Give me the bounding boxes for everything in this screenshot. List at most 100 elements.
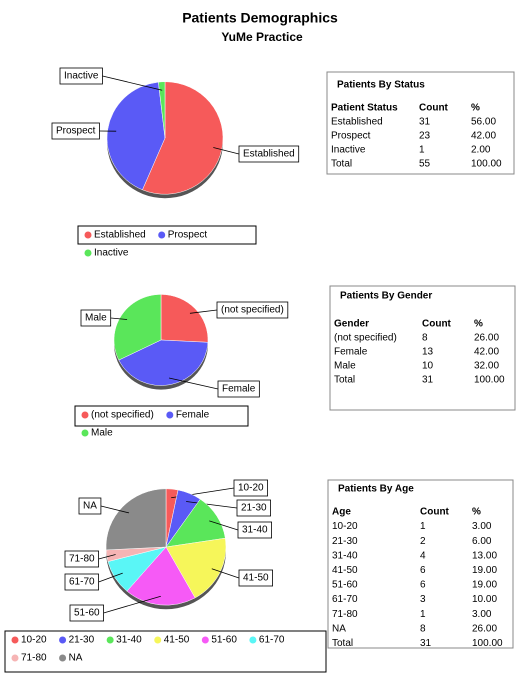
table-cell: 42.00 xyxy=(471,131,496,142)
legend-label: NA xyxy=(69,653,83,664)
legend-swatch xyxy=(201,636,209,644)
slice-label: 21-30 xyxy=(241,503,267,514)
table-header: % xyxy=(474,319,483,330)
table-cell: Established xyxy=(331,117,383,128)
pie-slice xyxy=(106,81,166,191)
table-cell: 10-20 xyxy=(332,521,358,532)
legend-label: 21-30 xyxy=(69,635,95,646)
table-title: Patients By Gender xyxy=(340,291,432,302)
leader-line xyxy=(213,147,240,155)
table-cell: 6.00 xyxy=(472,536,492,547)
table-box xyxy=(327,479,514,649)
pie-slice xyxy=(158,81,166,139)
table-cell: 13 xyxy=(422,347,434,358)
slice-label-box xyxy=(237,521,272,539)
slice-label: 10-20 xyxy=(238,483,264,494)
table-cell: 2 xyxy=(420,536,426,547)
table-cell: 6 xyxy=(420,580,426,591)
table-cell: 61-70 xyxy=(332,594,358,605)
table-cell: 23 xyxy=(419,131,431,142)
table-cell: 4 xyxy=(420,550,426,561)
legend-box xyxy=(74,405,249,427)
legend-swatch xyxy=(106,636,114,644)
slice-label: 51-60 xyxy=(74,608,100,619)
slice-label-box xyxy=(238,145,300,163)
table-cell: 1 xyxy=(419,145,425,156)
legend-box xyxy=(77,225,257,245)
legend-label: 71-80 xyxy=(21,653,47,664)
legend-swatch xyxy=(166,411,174,419)
table-cell: 26.00 xyxy=(474,333,499,344)
table-cell: 71-80 xyxy=(332,609,358,620)
slice-label: 41-50 xyxy=(243,573,269,584)
table-cell: 19.00 xyxy=(472,565,497,576)
legend-label: 31-40 xyxy=(116,635,142,646)
legend-box xyxy=(4,630,327,673)
legend-swatch xyxy=(11,654,19,662)
leader-line xyxy=(98,572,123,583)
table-cell: 3 xyxy=(420,594,426,605)
table-cell: (not specified) xyxy=(334,333,397,344)
table-cell: 51-60 xyxy=(332,580,358,591)
slice-label: Female xyxy=(222,384,256,395)
slice-label-box xyxy=(51,122,100,140)
table-cell: 13.00 xyxy=(472,550,497,561)
table-cell: 3.00 xyxy=(472,521,492,532)
slice-label-box xyxy=(217,380,260,398)
table-cell: 10.00 xyxy=(472,594,497,605)
table-cell: 8 xyxy=(420,623,426,634)
slice-label: Inactive xyxy=(64,71,99,82)
slice-label-box xyxy=(238,569,273,587)
table-header: Gender xyxy=(334,319,369,330)
pie-slice xyxy=(126,546,196,606)
table-cell: 100.00 xyxy=(472,638,503,649)
table-cell: Total xyxy=(331,159,352,170)
leader-line xyxy=(100,505,130,514)
table-header: Count xyxy=(420,507,450,518)
legend-label: Prospect xyxy=(168,230,208,241)
legend-label: 61-70 xyxy=(259,635,285,646)
leader-line xyxy=(110,317,128,320)
legend-label: 51-60 xyxy=(211,635,237,646)
table-cell: 31-40 xyxy=(332,550,358,561)
slice-label: Prospect xyxy=(56,126,96,137)
legend-swatch xyxy=(249,636,257,644)
table-box xyxy=(326,71,515,175)
table-cell: 32.00 xyxy=(474,361,499,372)
legend-label: Female xyxy=(176,410,210,421)
table-cell: Female xyxy=(334,347,368,358)
report-subtitle: YuMe Practice xyxy=(221,30,303,44)
table-box xyxy=(329,285,516,411)
leader-line xyxy=(189,309,218,314)
table-header: % xyxy=(471,103,480,114)
table-cell: 100.00 xyxy=(471,159,502,170)
slice-label-box xyxy=(64,573,99,591)
table-cell: Total xyxy=(332,638,353,649)
leader-line xyxy=(209,520,239,531)
leader-line xyxy=(103,595,161,614)
leader-line xyxy=(98,554,116,560)
table-cell: 10 xyxy=(422,361,434,372)
leader-line xyxy=(211,568,240,579)
legend-swatch xyxy=(59,636,67,644)
slice-label-box xyxy=(80,309,112,327)
slice-label: Established xyxy=(243,149,295,160)
table-cell: 26.00 xyxy=(472,623,497,634)
slice-label-box xyxy=(216,301,289,319)
leader-line xyxy=(168,377,219,390)
slice-label-box xyxy=(78,497,102,515)
slice-label: 61-70 xyxy=(69,577,95,588)
slice-label-box xyxy=(69,604,104,622)
table-cell: 31 xyxy=(420,638,432,649)
table-cell: 41-50 xyxy=(332,565,358,576)
table-header: Age xyxy=(332,507,351,518)
table-cell: 100.00 xyxy=(474,375,505,386)
legend-swatch xyxy=(84,231,92,239)
legend-label: 10-20 xyxy=(21,635,47,646)
legend-swatch xyxy=(11,636,19,644)
table-cell: 8 xyxy=(422,333,428,344)
legend-label: Established xyxy=(94,230,146,241)
pie-slice xyxy=(160,294,209,343)
slice-label: 71-80 xyxy=(69,554,95,565)
legend-swatch xyxy=(59,654,67,662)
